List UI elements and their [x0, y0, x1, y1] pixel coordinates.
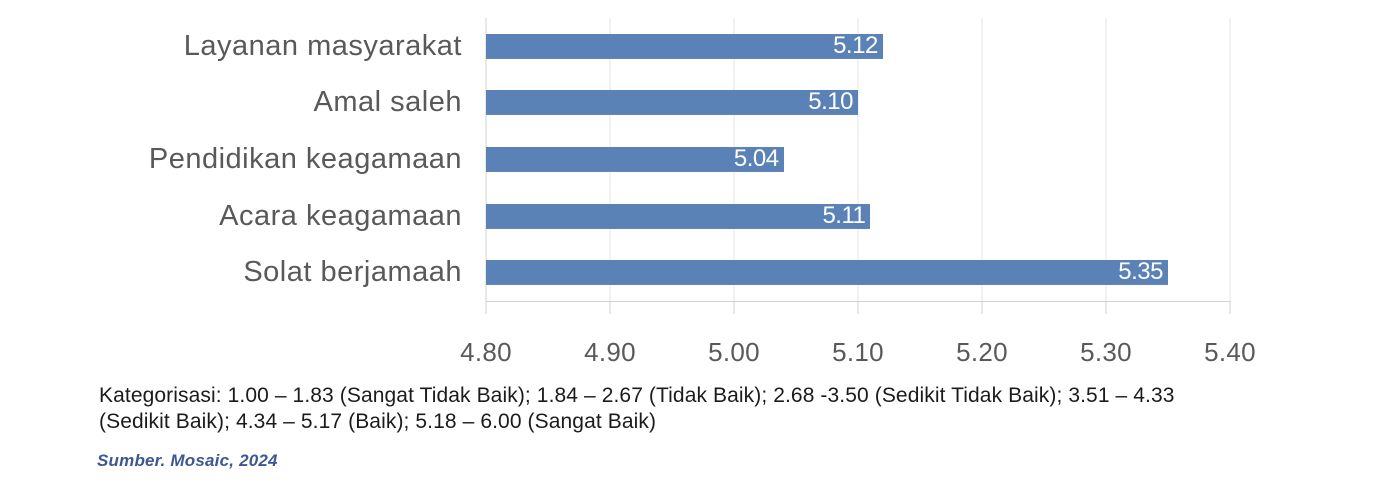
- bar-row: 5.12: [486, 18, 1230, 75]
- bar-row: 5.35: [486, 244, 1230, 301]
- bar-solat-berjamaah: 5.35: [486, 258, 1168, 286]
- bar-layanan-masyarakat: 5.12: [486, 31, 883, 59]
- bar-row: 5.10: [486, 75, 1230, 132]
- x-tick-label: 5.40: [1204, 337, 1256, 367]
- tick-mark: [485, 301, 487, 314]
- category-label: Layanan masyarakat: [183, 29, 462, 62]
- category-label: Amal saleh: [313, 86, 462, 119]
- footnote-line-2: (Sedikit Baik); 4.34 – 5.17 (Baik); 5.18…: [99, 409, 657, 433]
- bar-value-label: 5.11: [822, 201, 866, 229]
- bar-value-label: 5.12: [833, 31, 878, 59]
- tick-mark: [1105, 301, 1107, 314]
- bar-value-label: 5.04: [733, 144, 779, 172]
- x-tick-label: 5.10: [832, 337, 884, 367]
- gridline: [857, 18, 859, 301]
- x-tick-label: 5.00: [708, 337, 760, 367]
- tick-mark: [857, 301, 859, 314]
- tick-mark: [981, 301, 983, 314]
- x-tick-label: 4.90: [584, 337, 636, 367]
- category-label: Acara keagamaan: [219, 199, 462, 232]
- x-tick-label: 4.80: [460, 337, 512, 367]
- bar-row: 5.04: [486, 131, 1230, 188]
- bar-acara-keagamaan: 5.11: [486, 201, 871, 229]
- categorization-footnote: Kategorisasi: 1.00 – 1.83 (Sangat Tidak …: [99, 383, 1349, 434]
- tick-mark: [733, 301, 735, 314]
- bar-pendidikan-keagamaan: 5.04: [486, 144, 784, 172]
- source-note: Sumber. Mosaic, 2024: [97, 451, 278, 470]
- category-label: Pendidikan keagamaan: [148, 142, 462, 175]
- bar-amal-saleh: 5.10: [486, 88, 858, 116]
- plot-area: 5.12 5.10 5.04 5.11 5.35: [485, 18, 1231, 301]
- y-axis-labels: Layanan masyarakat Amal saleh Pendidikan…: [0, 18, 462, 301]
- bar-value-label: 5.10: [808, 88, 853, 116]
- x-axis-tick-marks: [485, 301, 1231, 314]
- bar-value-label: 5.35: [1118, 258, 1163, 286]
- tick-mark: [1229, 301, 1231, 314]
- x-axis-tick-labels: 4.80 4.90 5.00 5.10 5.20 5.30 5.40: [460, 337, 1256, 369]
- gridline: [981, 18, 983, 301]
- gridline: [1105, 18, 1107, 301]
- category-label: Solat berjamaah: [243, 256, 462, 289]
- x-axis-line: [486, 301, 1231, 302]
- x-tick-label: 5.30: [1080, 337, 1132, 367]
- x-tick-label: 5.20: [956, 337, 1008, 367]
- tick-mark: [609, 301, 611, 314]
- footnote-line-1: Kategorisasi: 1.00 – 1.83 (Sangat Tidak …: [99, 384, 1175, 407]
- gridline: [1229, 18, 1231, 301]
- bar-row: 5.11: [486, 188, 1230, 245]
